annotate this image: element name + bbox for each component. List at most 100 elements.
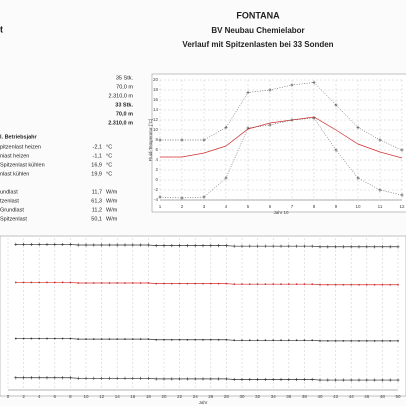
point-marker xyxy=(45,376,49,380)
series-line xyxy=(15,338,398,342)
point-marker xyxy=(38,337,41,340)
point-marker xyxy=(186,282,189,285)
series-line xyxy=(160,116,403,159)
point-marker xyxy=(248,244,252,248)
chart-frame xyxy=(0,235,406,397)
x-tick-label: 10 xyxy=(83,394,89,399)
point-marker xyxy=(263,244,267,248)
series-line xyxy=(159,117,403,199)
point-marker xyxy=(139,376,143,380)
point-marker xyxy=(349,245,353,249)
point-marker xyxy=(396,378,400,382)
point-marker xyxy=(378,138,382,142)
point-marker xyxy=(334,339,337,342)
point-marker xyxy=(115,376,119,380)
point-marker xyxy=(268,88,272,92)
y-tick-label: 2 xyxy=(155,167,158,172)
point-marker xyxy=(185,244,189,248)
point-marker xyxy=(170,244,174,248)
point-marker xyxy=(209,282,212,285)
point-marker xyxy=(295,283,298,286)
point-marker xyxy=(92,338,95,341)
y-axis-label: Fluid-Temperatur [°C] xyxy=(148,119,153,162)
x-tick-label: 4 xyxy=(225,204,228,209)
point-marker xyxy=(233,339,236,342)
point-marker xyxy=(22,242,26,247)
point-marker xyxy=(108,338,111,341)
x-tick-label: 22 xyxy=(177,394,183,399)
point-marker xyxy=(155,282,158,285)
point-marker xyxy=(319,283,321,286)
param-value: 2.310,0 m xyxy=(109,93,134,99)
point-marker xyxy=(334,378,338,382)
point-marker xyxy=(193,377,197,381)
point-marker xyxy=(194,338,197,341)
point-marker xyxy=(139,282,142,284)
point-marker xyxy=(287,244,291,248)
point-marker xyxy=(217,244,221,248)
point-marker xyxy=(268,123,272,127)
point-marker xyxy=(312,80,316,85)
param-value: 50,1 xyxy=(91,216,102,222)
x-tick-label: 50 xyxy=(395,394,401,399)
point-marker xyxy=(334,103,338,107)
point-marker xyxy=(342,283,345,286)
point-marker xyxy=(341,245,345,249)
point-marker xyxy=(280,339,282,342)
point-marker xyxy=(180,196,184,200)
point-marker xyxy=(365,245,369,249)
series-line xyxy=(15,282,398,286)
x-tick-label: 0 xyxy=(7,394,10,399)
point-marker xyxy=(272,339,275,342)
point-marker xyxy=(14,242,18,247)
point-marker xyxy=(264,283,267,286)
point-marker xyxy=(400,148,404,152)
point-marker xyxy=(271,377,275,382)
point-marker xyxy=(318,245,322,249)
point-marker xyxy=(381,339,384,342)
param-label: niast heizen xyxy=(0,153,29,159)
point-marker xyxy=(139,243,143,247)
point-marker xyxy=(107,243,111,247)
x-tick-label: 10 xyxy=(355,204,361,209)
param-value: 61,3 xyxy=(91,198,102,204)
point-marker xyxy=(341,378,345,382)
point-marker xyxy=(178,282,181,285)
point-marker xyxy=(295,377,299,382)
x-tick-label: 32 xyxy=(255,394,261,399)
param-value: 2.310,0 m xyxy=(108,120,133,126)
point-marker xyxy=(201,244,205,248)
point-marker xyxy=(131,282,134,284)
point-marker xyxy=(116,282,119,284)
param-unit: W/m xyxy=(106,198,118,204)
point-marker xyxy=(178,377,182,381)
x-tick-label: 40 xyxy=(317,394,323,399)
point-marker xyxy=(396,245,400,249)
point-marker xyxy=(186,338,189,341)
point-marker xyxy=(280,283,282,286)
point-marker xyxy=(158,195,162,199)
point-marker xyxy=(358,339,360,342)
param-value: 35 Stk. xyxy=(116,75,134,81)
x-tick-label: 6 xyxy=(269,204,272,209)
point-marker xyxy=(147,282,150,284)
point-marker xyxy=(381,283,384,286)
param-label: Spitzenlast kühlen xyxy=(0,162,45,168)
y-tick-label: 18 xyxy=(153,87,159,92)
x-tick-label: 24 xyxy=(193,394,199,399)
point-marker xyxy=(178,338,181,341)
point-marker xyxy=(224,176,228,180)
x-tick-label: 34 xyxy=(271,394,277,399)
point-marker xyxy=(209,338,212,341)
point-marker xyxy=(139,338,142,341)
point-marker xyxy=(310,244,314,248)
point-marker xyxy=(217,282,220,285)
point-marker xyxy=(246,90,250,95)
point-marker xyxy=(217,338,220,341)
point-marker xyxy=(334,148,338,152)
point-marker xyxy=(162,244,166,248)
point-marker xyxy=(365,339,368,342)
point-marker xyxy=(22,337,25,340)
point-marker xyxy=(155,338,158,341)
